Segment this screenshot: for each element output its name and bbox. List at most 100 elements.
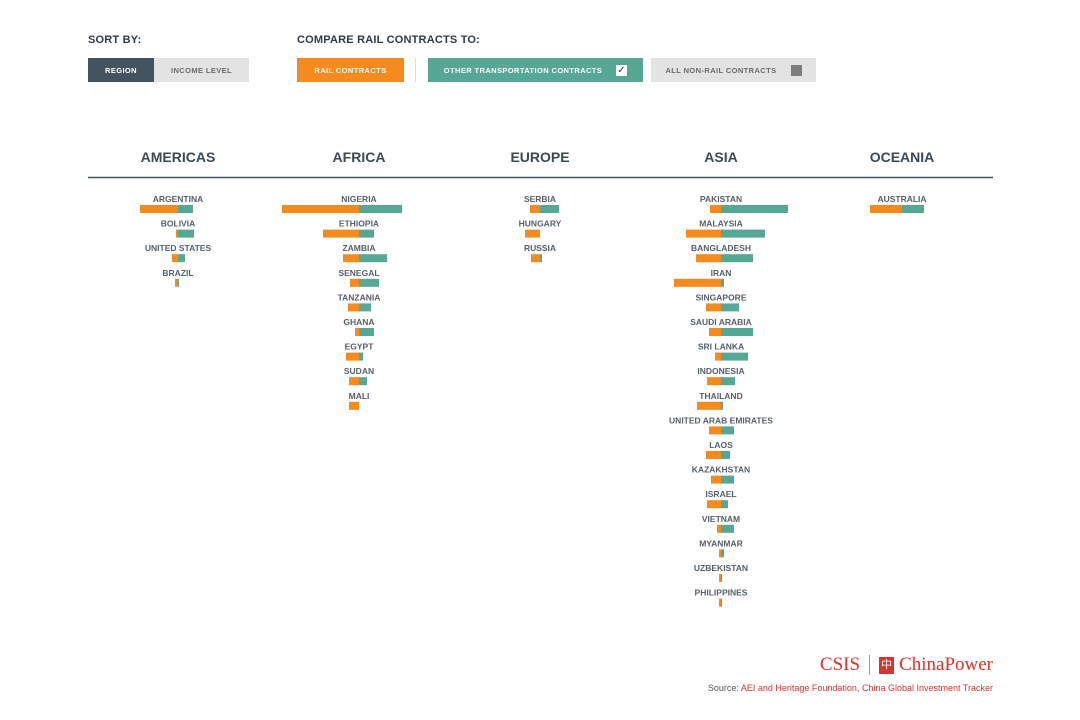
rail-bar-philippines[interactable] bbox=[719, 598, 721, 607]
country-label-laos: LAOS bbox=[709, 440, 733, 450]
rail-bar-serbia[interactable] bbox=[530, 205, 540, 213]
country-label-serbia: SERBIA bbox=[524, 194, 556, 204]
other-bar-thailand[interactable] bbox=[721, 401, 723, 410]
rail-bar-vietnam[interactable] bbox=[717, 524, 721, 533]
other-bar-sri-lanka[interactable] bbox=[721, 352, 748, 361]
contracts-chart: AMERICAS ARGENTINA BOLIVIA UNITED STATES BRA… bbox=[88, 149, 993, 607]
checkbox-checked-icon[interactable]: ✓ bbox=[616, 64, 628, 76]
rail-bar-egypt[interactable] bbox=[346, 352, 359, 361]
other-bar-ghana[interactable] bbox=[359, 328, 374, 336]
country-label-israel: ISRAEL bbox=[705, 489, 736, 499]
other-bar-brazil[interactable] bbox=[178, 278, 179, 287]
country-label-philippines: PHILIPPINES bbox=[695, 588, 748, 598]
rail-bar-united-states[interactable] bbox=[172, 254, 178, 263]
compare-label: COMPARE RAIL CONTRACTS TO: bbox=[297, 34, 481, 46]
button-divider bbox=[415, 58, 416, 82]
rail-bar-hungary[interactable] bbox=[525, 229, 540, 238]
other-bar-serbia[interactable] bbox=[540, 205, 559, 213]
rail-bar-mali[interactable] bbox=[349, 401, 359, 410]
rail-bar-myanmar[interactable] bbox=[719, 549, 721, 558]
source-prefix: Source: bbox=[707, 683, 741, 693]
rail-bar-sudan[interactable] bbox=[349, 377, 359, 386]
rail-bar-zambia[interactable] bbox=[343, 254, 359, 263]
rail-bar-nigeria[interactable] bbox=[282, 205, 359, 213]
other-bar-kazakhstan[interactable] bbox=[721, 475, 734, 484]
other-bar-philippines[interactable] bbox=[721, 598, 722, 607]
other-bar-bolivia[interactable] bbox=[178, 229, 194, 238]
other-bar-ethiopia[interactable] bbox=[359, 229, 374, 238]
rail-bar-thailand[interactable] bbox=[697, 401, 721, 410]
other-bar-australia[interactable] bbox=[902, 205, 924, 213]
other-bar-bangladesh[interactable] bbox=[721, 254, 753, 263]
rail-contracts-button[interactable]: RAIL CONTRACTS bbox=[297, 58, 404, 82]
other-bar-zambia[interactable] bbox=[359, 254, 387, 263]
other-bar-pakistan[interactable] bbox=[721, 205, 788, 213]
logo-seal-icon: 中 bbox=[879, 656, 895, 674]
country-label-senegal: SENEGAL bbox=[338, 268, 379, 278]
source-link[interactable]: AEI and Heritage Foundation, China Globa… bbox=[740, 683, 993, 693]
logo-csis: CSIS bbox=[819, 654, 861, 675]
country-label-malaysia: MALAYSIA bbox=[699, 219, 743, 229]
other-bar-argentina[interactable] bbox=[178, 205, 193, 213]
rail-bar-sri-lanka[interactable] bbox=[715, 352, 721, 361]
rail-bar-ghana[interactable] bbox=[355, 328, 359, 336]
rail-bar-kazakhstan[interactable] bbox=[711, 475, 721, 484]
rail-bar-singapore[interactable] bbox=[706, 303, 721, 312]
checkbox-unchecked-icon[interactable] bbox=[790, 64, 802, 76]
rail-bar-laos[interactable] bbox=[706, 451, 721, 459]
other-bar-uzbekistan[interactable] bbox=[721, 574, 722, 582]
country-label-iran: IRAN bbox=[711, 268, 732, 278]
country-label-bolivia: BOLIVIA bbox=[161, 219, 195, 229]
country-label-tanzania: TANZANIA bbox=[338, 292, 381, 302]
other-transportation-button[interactable]: OTHER TRANSPORTATION CONTRACTS ✓ bbox=[428, 58, 643, 82]
rail-bar-uzbekistan[interactable] bbox=[719, 574, 721, 582]
other-bar-laos[interactable] bbox=[721, 451, 730, 459]
rail-bar-iran[interactable] bbox=[674, 278, 721, 287]
other-bar-senegal[interactable] bbox=[359, 278, 379, 287]
region-title-oceania: OCEANIA bbox=[870, 149, 935, 165]
rail-bar-senegal[interactable] bbox=[350, 278, 359, 287]
logo-divider bbox=[869, 655, 871, 675]
country-label-sudan: SUDAN bbox=[344, 366, 374, 376]
other-bar-russia[interactable] bbox=[540, 254, 542, 263]
other-bar-sudan[interactable] bbox=[359, 377, 367, 386]
other-bar-israel[interactable] bbox=[721, 500, 728, 509]
other-bar-indonesia[interactable] bbox=[721, 377, 735, 386]
other-bar-nigeria[interactable] bbox=[359, 205, 402, 213]
rail-bar-ethiopia[interactable] bbox=[323, 229, 359, 238]
rail-bar-argentina[interactable] bbox=[140, 205, 178, 213]
other-bar-malaysia[interactable] bbox=[721, 229, 765, 238]
rail-bar-israel[interactable] bbox=[707, 500, 721, 509]
logo-chinapower: ChinaPower bbox=[899, 654, 993, 675]
other-bar-united-states[interactable] bbox=[178, 254, 185, 263]
other-bar-myanmar[interactable] bbox=[721, 549, 724, 558]
other-bar-united-arab-emirates[interactable] bbox=[721, 426, 734, 435]
country-label-argentina: ARGENTINA bbox=[153, 194, 204, 204]
rail-bar-bolivia[interactable] bbox=[176, 229, 178, 238]
sort-income-level-button[interactable]: INCOME LEVEL bbox=[154, 58, 249, 82]
rail-bar-malaysia[interactable] bbox=[686, 229, 721, 238]
country-label-united-states: UNITED STATES bbox=[145, 243, 212, 253]
rail-bar-united-arab-emirates[interactable] bbox=[709, 426, 721, 435]
region-title-americas: AMERICAS bbox=[141, 149, 216, 165]
country-label-indonesia: INDONESIA bbox=[697, 366, 744, 376]
all-non-rail-button[interactable]: ALL NON-RAIL CONTRACTS bbox=[651, 58, 816, 82]
rail-bar-bangladesh[interactable] bbox=[696, 254, 721, 263]
rail-bar-brazil[interactable] bbox=[175, 278, 178, 287]
region-title-europe: EUROPE bbox=[510, 149, 569, 165]
rail-bar-pakistan[interactable] bbox=[710, 205, 721, 213]
sort-region-button[interactable]: REGION bbox=[88, 58, 154, 82]
other-bar-vietnam[interactable] bbox=[721, 524, 734, 533]
other-bar-egypt[interactable] bbox=[359, 352, 363, 361]
rail-bar-tanzania[interactable] bbox=[348, 303, 359, 312]
other-bar-tanzania[interactable] bbox=[359, 303, 371, 312]
other-bar-saudi-arabia[interactable] bbox=[721, 328, 753, 336]
country-label-mali: MALI bbox=[349, 391, 370, 401]
rail-bar-indonesia[interactable] bbox=[707, 377, 721, 386]
other-bar-singapore[interactable] bbox=[721, 303, 739, 312]
other-bar-iran[interactable] bbox=[721, 278, 724, 287]
rail-bar-australia[interactable] bbox=[870, 205, 902, 213]
country-label-saudi-arabia: SAUDI ARABIA bbox=[690, 317, 752, 327]
rail-bar-saudi-arabia[interactable] bbox=[709, 328, 721, 336]
rail-bar-russia[interactable] bbox=[531, 254, 540, 263]
